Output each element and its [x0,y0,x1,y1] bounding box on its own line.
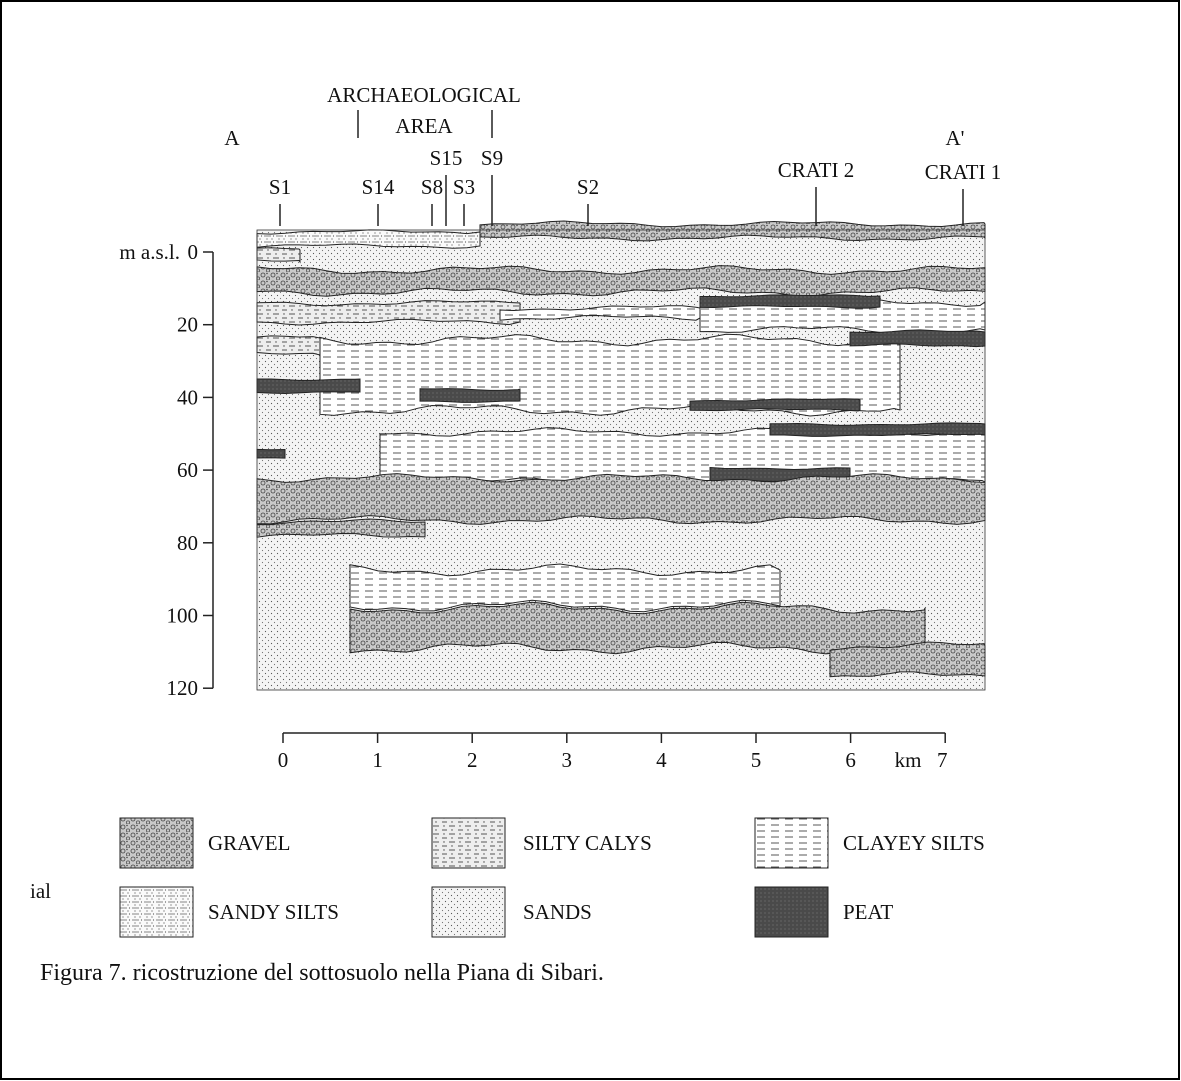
caption: Figura 7. ricostruzione del sottosuolo n… [40,960,604,986]
depth-tick-label: 20 [177,313,198,337]
peat-layer [419,388,521,403]
section-end-label: A' [946,126,965,150]
borehole-label: CRATI 2 [778,158,854,182]
depth-tick-label: 120 [167,676,199,700]
depth-axis-unit: m a.s.l. [119,240,180,264]
borehole-label: S14 [362,175,395,199]
area-label: ARCHAEOLOGICAL [327,83,521,107]
distance-tick-label: 2 [467,748,478,772]
legend-swatch [754,817,829,869]
depth-tick-label: 80 [177,531,198,555]
silty-clays-layer [256,247,301,264]
legend-swatch [119,886,194,938]
margin-note: ial [30,879,51,903]
distance-tick-label: 7 [937,748,948,772]
peat-layer [699,294,881,309]
legend-swatch [754,886,829,938]
peat-layer [256,378,361,394]
borehole-label: S2 [577,175,599,199]
sandy-silts-layer [256,229,481,249]
silty-clays-layer [256,300,521,326]
borehole-label: S8 [421,175,443,199]
distance-tick-label: 0 [278,748,289,772]
depth-tick-label: 100 [167,604,199,628]
section-outline [256,229,986,691]
borehole-label: S3 [453,175,475,199]
peat-layer [256,448,286,459]
borehole-label: S15 [430,146,463,170]
legend-label: PEAT [843,900,893,924]
borehole-label: CRATI 1 [925,160,1001,184]
peat-layer [689,398,861,412]
legend-label: SANDY SILTS [208,900,339,924]
gravel-layer [256,518,426,538]
depth-tick-label: 0 [188,240,199,264]
legend-label: SANDS [523,900,592,924]
legend-label: GRAVEL [208,831,290,855]
legend-label: CLAYEY SILTS [843,831,985,855]
depth-tick-label: 60 [177,458,198,482]
section-end-label: A [224,126,240,150]
clayey-silts-layer [349,563,781,613]
distance-tick-label: 1 [372,748,383,772]
borehole-label: S9 [481,146,503,170]
distance-tick-label: 3 [562,748,573,772]
legend-label: SILTY CALYS [523,831,652,855]
silty-clays-layer [256,335,321,356]
borehole-label: S1 [269,175,291,199]
distance-tick-label: 6 [845,748,856,772]
distance-tick-label: 4 [656,748,667,772]
legend-swatch [431,886,506,938]
legend-swatch [431,817,506,869]
distance-axis-unit: km [895,748,922,772]
distance-tick-label: 5 [751,748,762,772]
peat-layer [849,329,986,348]
depth-tick-label: 40 [177,385,198,409]
peat-layer [769,422,986,437]
gravel-layer [829,641,986,678]
area-label: AREA [395,114,453,138]
legend-swatch [119,817,194,869]
